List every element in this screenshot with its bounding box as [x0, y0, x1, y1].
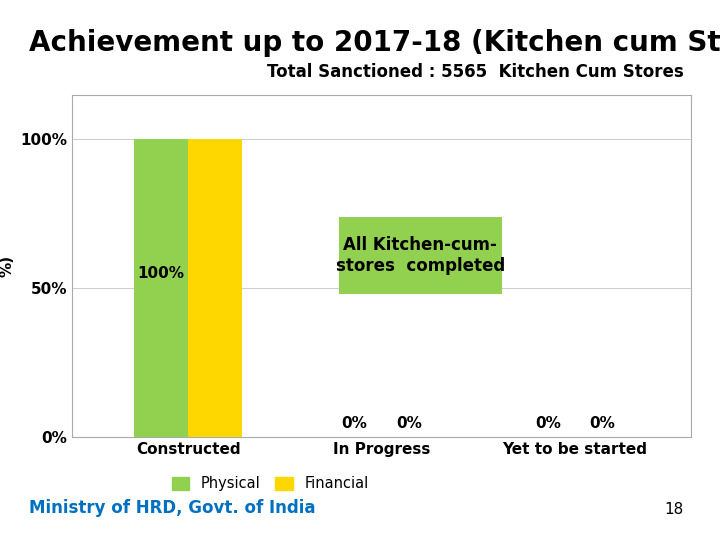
- Legend: Physical, Financial: Physical, Financial: [166, 470, 374, 497]
- Text: 0%: 0%: [396, 416, 422, 431]
- Bar: [188, 139, 242, 437]
- Text: Achievement up to 2017-18 (Kitchen cum Stores: Achievement up to 2017-18 (Kitchen cum S…: [29, 29, 720, 57]
- Text: 18: 18: [665, 502, 684, 517]
- Text: 0%: 0%: [341, 416, 367, 431]
- Bar: [134, 139, 188, 437]
- Text: Total Sanctioned : 5565  Kitchen Cum Stores: Total Sanctioned : 5565 Kitchen Cum Stor…: [267, 63, 683, 82]
- Text: 100%: 100%: [138, 266, 184, 281]
- Y-axis label: Progress (in
%): Progress (in %): [0, 214, 14, 318]
- Text: All Kitchen-cum-
stores  completed: All Kitchen-cum- stores completed: [336, 236, 505, 275]
- Text: Ministry of HRD, Govt. of India: Ministry of HRD, Govt. of India: [29, 500, 315, 517]
- Text: 0%: 0%: [535, 416, 561, 431]
- Text: 0%: 0%: [589, 416, 615, 431]
- FancyBboxPatch shape: [339, 217, 502, 294]
